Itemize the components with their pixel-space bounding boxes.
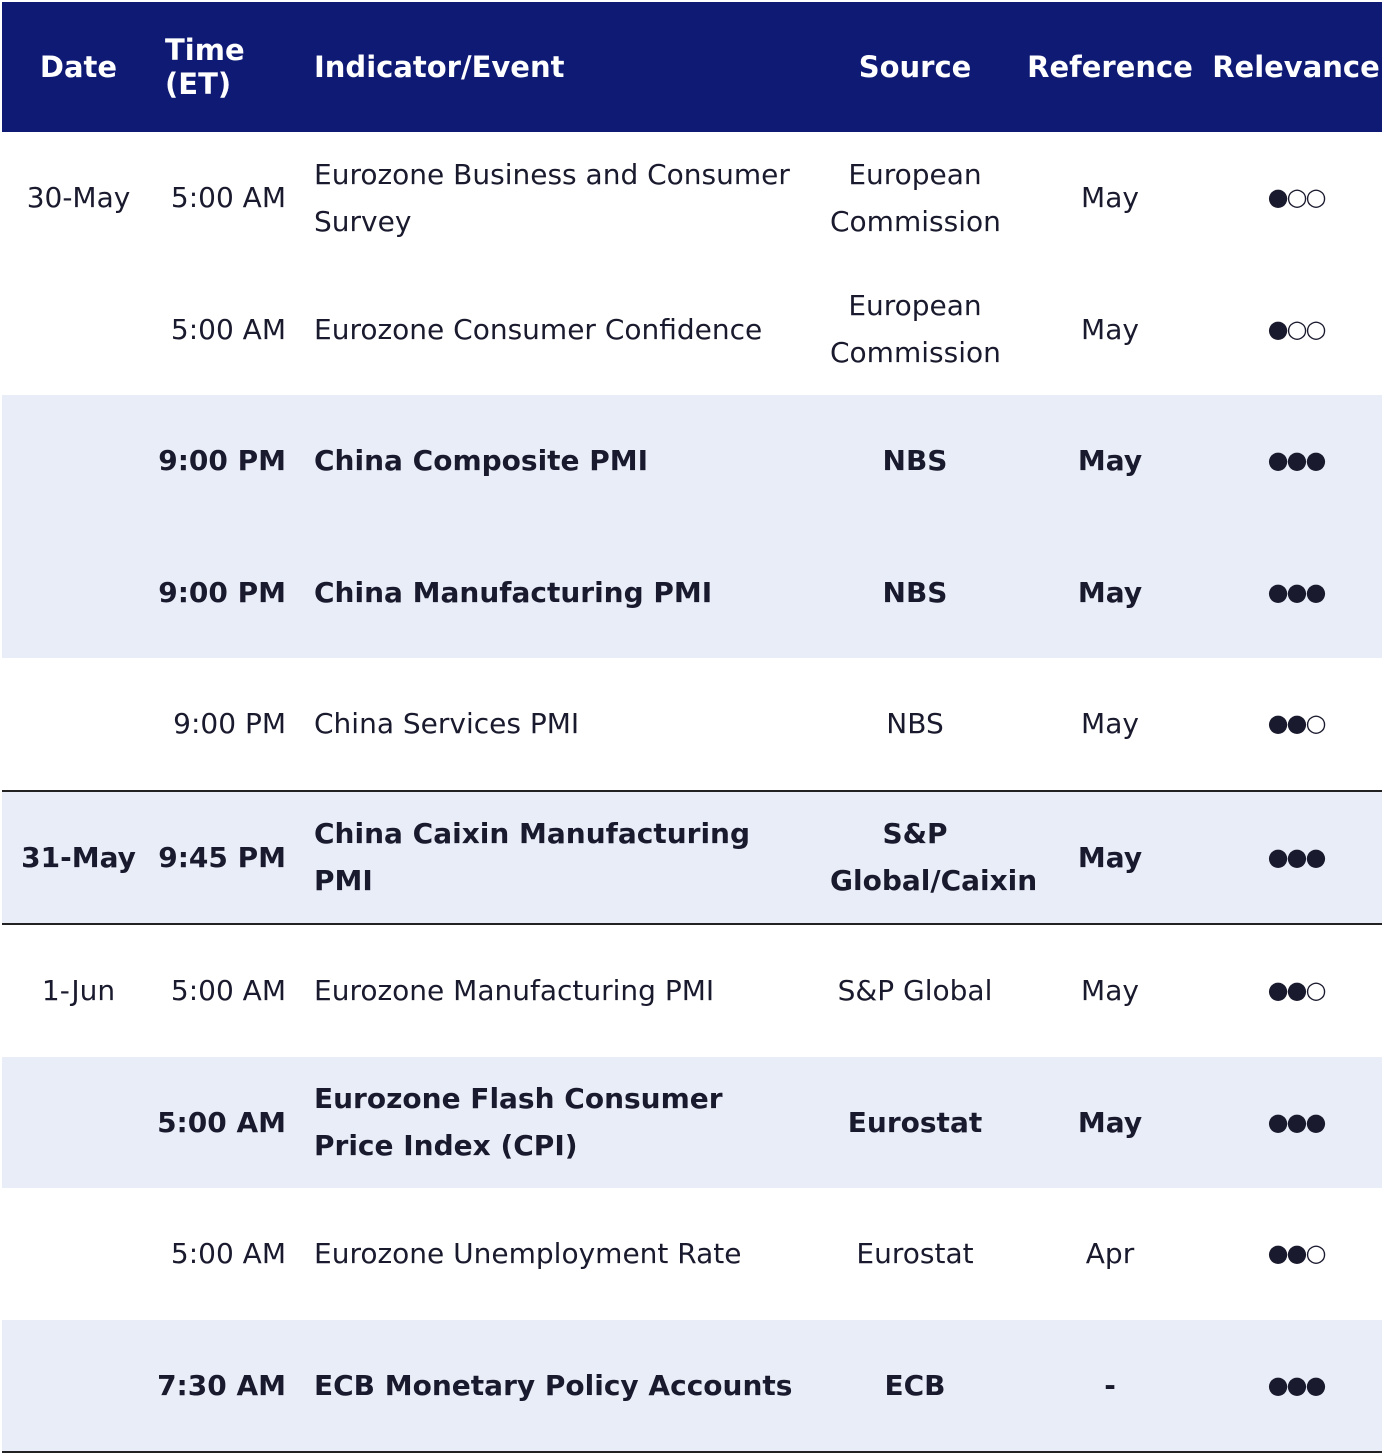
reference-cell: May bbox=[1010, 526, 1210, 658]
source-cell: NBS bbox=[886, 707, 944, 741]
header-cell: Date bbox=[2, 2, 155, 132]
table-header: Date Time (ET) Indicator/Event Source Re… bbox=[2, 2, 1382, 132]
table-row: 5:00 AM Eurozone Consumer Confidence Europ… bbox=[2, 264, 1382, 396]
source-cell: S&P Global bbox=[820, 923, 1010, 1057]
event-cell: China Manufacturing PMI bbox=[300, 526, 820, 658]
source-cell: European Commission bbox=[830, 289, 1001, 370]
source-cell: European Commission bbox=[830, 157, 1001, 238]
time-cell: 9:00 PM bbox=[155, 526, 300, 658]
source-cell: Eurostat bbox=[856, 1237, 974, 1271]
reference-cell: May bbox=[1010, 789, 1210, 924]
reference-cell: May bbox=[1010, 1056, 1210, 1188]
table-row: 9:00 PM China Services PMI NBS May ●●○ bbox=[2, 658, 1382, 791]
date-cell bbox=[2, 1056, 155, 1188]
relevance-cell: ●●○ bbox=[1267, 709, 1327, 738]
table-row: 5:00 AM Eurozone Flash Consumer Price Ind… bbox=[2, 1056, 1382, 1188]
source-cell: NBS bbox=[820, 395, 1010, 527]
table-row: 9:00 PM China Composite PMI NBS May ●●● bbox=[2, 395, 1382, 527]
table-row: 5:00 AM Eurozone Unemployment Rate Eurosta… bbox=[2, 1188, 1382, 1320]
relevance-cell: ●●● bbox=[1210, 789, 1382, 924]
date-cell bbox=[2, 1319, 155, 1453]
reference-cell: May bbox=[1081, 707, 1139, 741]
relevance-cell: ●●○ bbox=[1210, 923, 1382, 1057]
event-cell: Eurozone Consumer Confidence bbox=[314, 312, 763, 346]
time-cell: 5:00 AM bbox=[155, 1056, 300, 1188]
table-row: 1-Jun 5:00 AM Eurozone Manufacturing PMI S&… bbox=[2, 923, 1382, 1057]
reference-cell: - bbox=[1010, 1319, 1210, 1453]
reference-cell: May bbox=[1081, 181, 1139, 215]
table-row: 30-May 5:00 AM Eurozone Business and Consu… bbox=[2, 132, 1382, 264]
header-cell: Indicator/Event bbox=[300, 2, 820, 132]
header-cell: Source bbox=[820, 2, 1010, 132]
relevance-cell: ●●○ bbox=[1267, 1239, 1327, 1268]
event-cell: Eurozone Unemployment Rate bbox=[314, 1237, 742, 1271]
source-cell: S&P Global/Caixin bbox=[820, 789, 1037, 924]
relevance-cell: ●●● bbox=[1210, 1056, 1382, 1188]
time-cell: 5:00 AM bbox=[170, 181, 286, 215]
time-cell: 9:00 PM bbox=[155, 395, 300, 527]
date-cell bbox=[2, 264, 155, 396]
event-cell: Eurozone Manufacturing PMI bbox=[300, 923, 820, 1057]
event-cell: ECB Monetary Policy Accounts bbox=[300, 1319, 820, 1453]
time-cell: 7:30 AM bbox=[155, 1319, 300, 1453]
relevance-cell: ●○○ bbox=[1267, 183, 1327, 212]
time-cell: 9:00 PM bbox=[173, 707, 286, 741]
time-cell: 5:00 AM bbox=[170, 1237, 286, 1271]
relevance-cell: ●○○ bbox=[1267, 314, 1327, 343]
reference-cell: Apr bbox=[1085, 1237, 1135, 1271]
table-body: 30-May 5:00 AM Eurozone Business and Consu… bbox=[2, 132, 1382, 1453]
table-row: 7:30 AM ECB Monetary Policy Accounts ECB - ●… bbox=[2, 1319, 1382, 1453]
date-cell bbox=[2, 658, 155, 791]
header-cell: Reference bbox=[1010, 2, 1210, 132]
header-cell: Relevance bbox=[1210, 2, 1382, 132]
reference-cell: May bbox=[1081, 312, 1139, 346]
event-cell: China Services PMI bbox=[314, 707, 580, 741]
reference-cell: May bbox=[1010, 395, 1210, 527]
relevance-cell: ●●● bbox=[1210, 395, 1382, 527]
event-cell: Eurozone Business and Consumer Survey bbox=[314, 157, 790, 238]
time-cell: 5:00 AM bbox=[170, 312, 286, 346]
time-cell: 5:00 AM bbox=[155, 923, 300, 1057]
relevance-cell: ●●● bbox=[1210, 526, 1382, 658]
date-cell bbox=[2, 395, 155, 527]
event-cell: China Composite PMI bbox=[300, 395, 820, 527]
relevance-cell: ●●● bbox=[1210, 1319, 1382, 1453]
header-row: Date Time (ET) Indicator/Event Source Re… bbox=[2, 2, 1382, 132]
source-cell: NBS bbox=[820, 526, 1010, 658]
source-cell: ECB bbox=[820, 1319, 1010, 1453]
reference-cell: May bbox=[1010, 923, 1210, 1057]
date-cell: 1-Jun bbox=[2, 923, 155, 1057]
date-cell: 30-May bbox=[26, 181, 131, 215]
date-cell bbox=[2, 1188, 155, 1320]
time-cell: 9:45 PM bbox=[155, 789, 300, 924]
table-row: 31-May 9:45 PM China Caixin Manufacturing … bbox=[2, 789, 1382, 924]
header-cell: Time (ET) bbox=[155, 2, 300, 132]
source-cell: Eurostat bbox=[820, 1056, 1010, 1188]
date-cell bbox=[2, 526, 155, 658]
date-cell: 31-May bbox=[2, 789, 155, 924]
event-cell: China Caixin Manufacturing PMI bbox=[300, 789, 820, 924]
table-row: 9:00 PM China Manufacturing PMI NBS May ●●● bbox=[2, 526, 1382, 658]
event-cell: Eurozone Flash Consumer Price Index (CPI… bbox=[300, 1056, 820, 1188]
